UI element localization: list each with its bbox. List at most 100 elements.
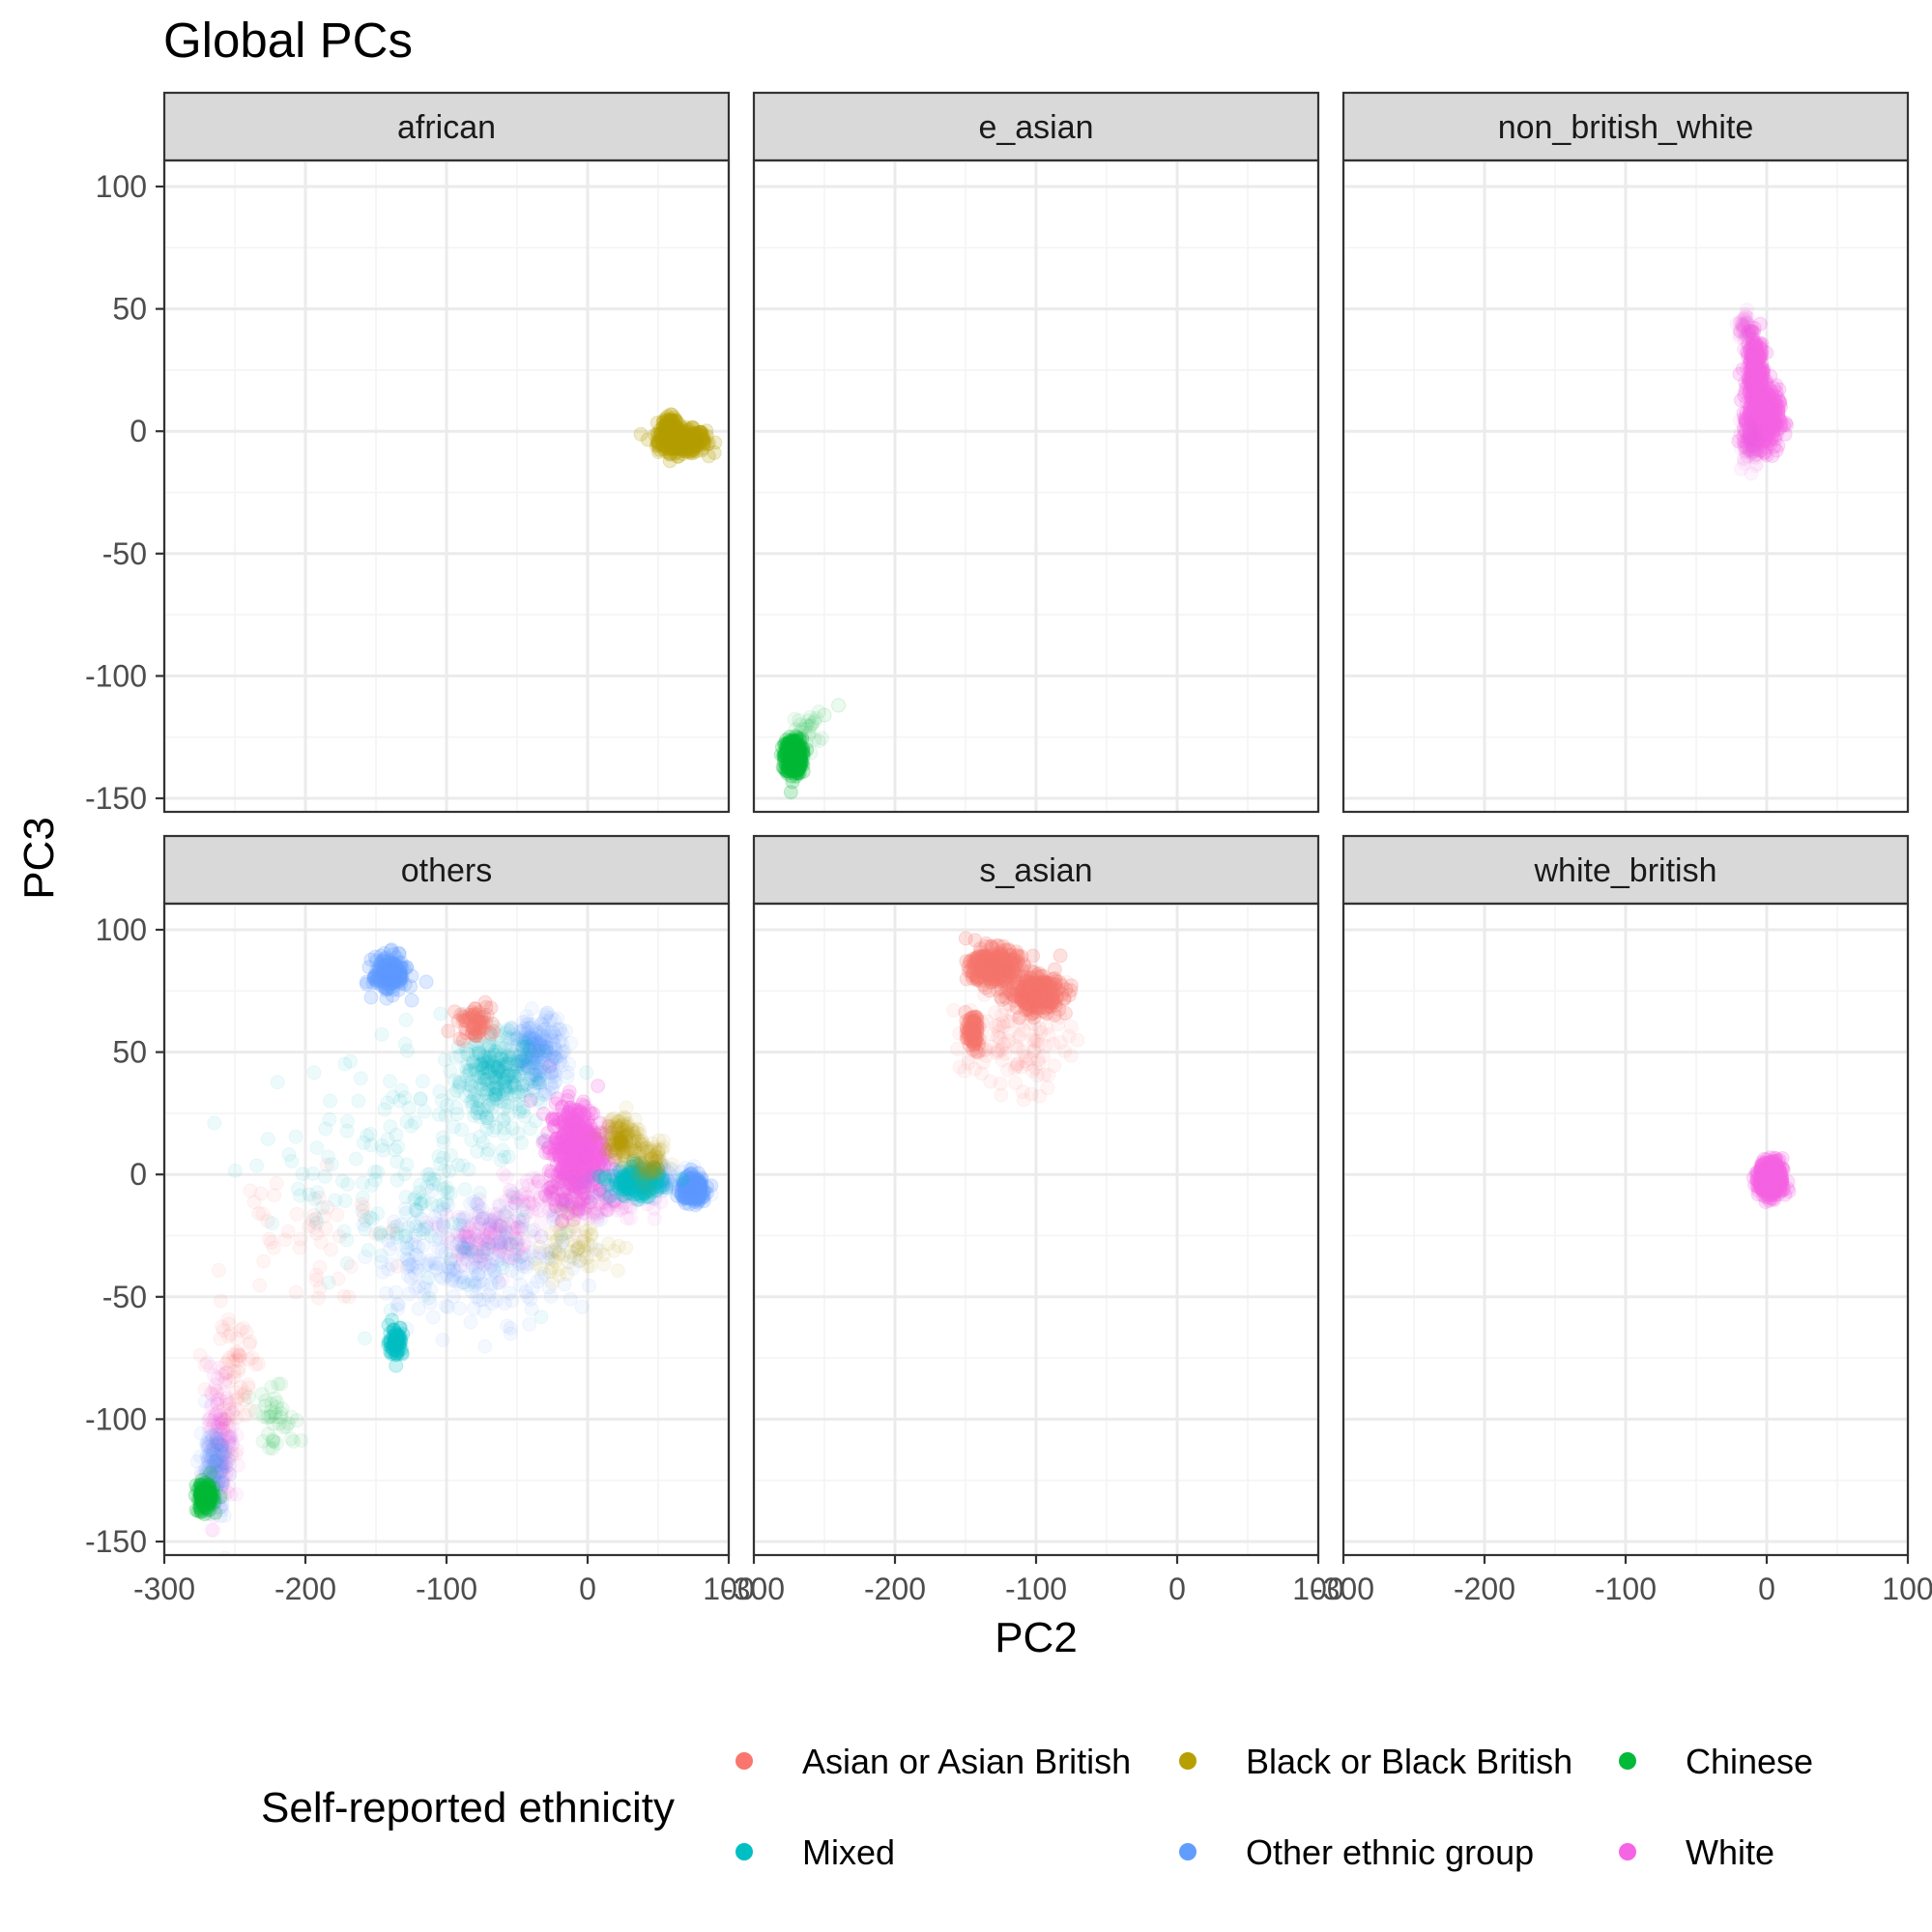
data-point <box>1745 371 1760 387</box>
data-point <box>1741 310 1756 326</box>
data-point <box>1748 412 1764 427</box>
data-point <box>802 719 818 734</box>
data-point <box>657 438 673 453</box>
data-point <box>795 741 811 757</box>
data-point <box>433 1006 448 1022</box>
data-point <box>785 749 800 764</box>
data-point <box>786 752 801 767</box>
data-point <box>1744 434 1758 449</box>
data-point <box>679 436 695 451</box>
data-point <box>696 428 710 444</box>
data-point <box>1738 375 1753 390</box>
data-point <box>782 734 797 749</box>
data-point <box>788 747 803 763</box>
data-point <box>673 428 688 444</box>
data-point <box>1772 393 1787 409</box>
data-point <box>679 436 695 451</box>
data-point <box>1762 420 1777 436</box>
data-point <box>1750 347 1766 362</box>
data-point <box>782 755 797 770</box>
data-point <box>435 1332 450 1347</box>
data-point <box>784 751 799 766</box>
data-point <box>1759 413 1774 428</box>
data-point <box>421 1290 437 1306</box>
data-point <box>1752 349 1768 364</box>
data-point <box>1757 418 1773 433</box>
data-point <box>1745 344 1761 360</box>
data-point <box>1748 387 1764 401</box>
data-point <box>1746 381 1762 396</box>
data-point <box>318 1121 333 1137</box>
data-point <box>778 746 793 762</box>
data-point <box>1762 395 1776 410</box>
data-point <box>1762 405 1776 420</box>
data-point <box>1753 372 1769 388</box>
data-point <box>1747 342 1763 358</box>
data-point <box>1751 378 1767 393</box>
data-point <box>790 758 805 773</box>
data-point <box>663 424 678 440</box>
data-point <box>793 749 808 764</box>
data-point <box>1752 393 1768 409</box>
data-point <box>669 436 684 451</box>
data-point <box>1753 432 1769 447</box>
data-point <box>1740 394 1755 410</box>
data-point <box>1754 434 1770 449</box>
data-point <box>1748 379 1764 394</box>
data-point <box>670 441 684 456</box>
data-point <box>1756 392 1772 408</box>
data-point <box>455 1158 471 1173</box>
data-point <box>789 729 804 744</box>
data-point <box>685 435 701 450</box>
data-point <box>201 1436 216 1452</box>
data-point <box>788 747 803 763</box>
data-point <box>1759 409 1774 424</box>
data-point <box>1755 393 1771 409</box>
data-point <box>800 713 816 729</box>
data-point <box>1744 374 1759 389</box>
data-point <box>658 428 674 444</box>
data-point <box>1750 423 1766 439</box>
data-point <box>781 741 796 757</box>
data-point <box>673 436 688 451</box>
data-point <box>680 433 695 448</box>
data-point <box>1750 410 1766 425</box>
data-point <box>376 1142 390 1158</box>
data-point <box>783 750 798 765</box>
data-point <box>673 436 688 451</box>
data-point <box>692 424 707 440</box>
data-point <box>675 435 690 450</box>
data-point <box>207 1115 222 1131</box>
data-point <box>1740 433 1755 448</box>
data-point <box>1748 416 1764 431</box>
data-point <box>633 426 649 442</box>
data-point <box>787 749 802 764</box>
data-point <box>1750 424 1766 440</box>
data-point <box>1748 384 1764 399</box>
data-point <box>1758 377 1773 392</box>
data-point <box>1745 392 1760 408</box>
data-point <box>1768 404 1783 419</box>
data-point <box>657 423 673 439</box>
data-point <box>786 739 801 755</box>
data-point <box>1742 404 1757 419</box>
data-point <box>1746 366 1762 382</box>
data-point <box>561 1139 576 1154</box>
data-point <box>249 1158 265 1173</box>
data-point <box>1750 399 1766 415</box>
data-point <box>783 740 797 756</box>
data-point <box>672 436 687 450</box>
data-point <box>1755 387 1771 402</box>
data-point <box>1754 393 1770 408</box>
data-point <box>582 1278 596 1293</box>
data-point <box>663 423 678 439</box>
data-point <box>363 990 379 1005</box>
data-point <box>692 434 707 449</box>
data-point <box>1738 413 1753 428</box>
data-point <box>688 426 704 441</box>
data-point <box>785 746 800 762</box>
data-point <box>1751 404 1767 419</box>
data-point <box>1751 404 1767 419</box>
data-point <box>1752 373 1768 389</box>
data-point <box>1760 389 1775 404</box>
